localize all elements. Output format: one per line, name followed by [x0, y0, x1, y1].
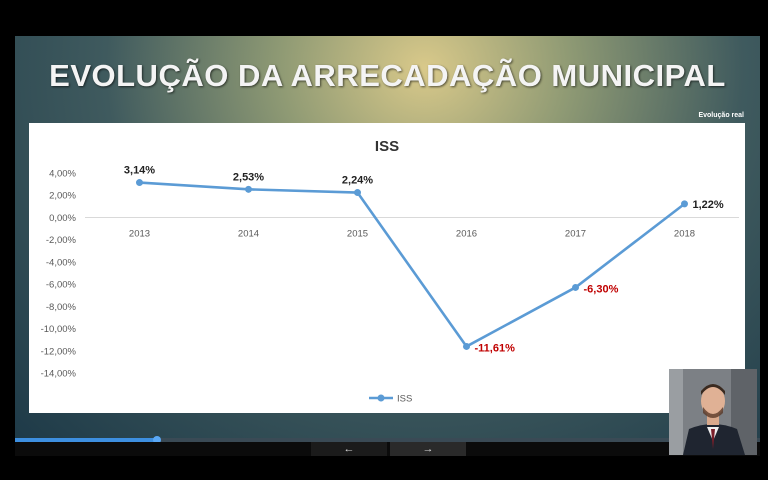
series-line-iss: [139, 181, 686, 348]
data-point: [463, 342, 470, 350]
data-point: [136, 179, 143, 187]
data-point: [572, 283, 579, 291]
next-slide-button[interactable]: →: [390, 442, 466, 456]
data-label: -6,30%: [584, 283, 619, 295]
data-label: 3,14%: [124, 165, 155, 177]
y-tick-label: -12,00%: [41, 346, 77, 357]
x-tick-label: 2018: [674, 228, 695, 239]
presenter-webcam: [669, 369, 757, 455]
x-tick-label: 2013: [129, 228, 150, 239]
data-point: [245, 185, 252, 193]
y-tick-label: 2,00%: [49, 191, 76, 202]
x-axis: 2013 2014 2015 2016 2017 2018: [129, 228, 695, 239]
slide-progress-handle[interactable]: [152, 436, 161, 444]
chart-legend: ISS: [369, 394, 412, 405]
corner-note: Evolução real: [698, 112, 744, 119]
y-tick-label: -4,00%: [46, 257, 77, 268]
y-tick-label: -2,00%: [46, 235, 77, 246]
y-tick-label: -8,00%: [46, 302, 77, 313]
x-tick-label: 2016: [456, 228, 477, 239]
presenter-video-image: [669, 369, 757, 455]
y-tick-label: -6,00%: [46, 280, 77, 291]
x-tick-label: 2014: [238, 228, 259, 239]
data-label: 2,53%: [233, 171, 264, 183]
series-group: 3,14% 2,53% 2,24% -11,61% -6,30% 1,22%: [124, 165, 724, 355]
data-label: -11,61%: [475, 342, 516, 354]
legend-point-marker: [377, 394, 385, 402]
chart-title: ISS: [375, 138, 399, 155]
arrow-left-icon: ←: [343, 443, 355, 455]
legend-label: ISS: [397, 394, 412, 405]
data-label: 2,24%: [342, 175, 373, 187]
slide-progress-bar[interactable]: [15, 436, 760, 444]
slide-title: EVOLUÇÃO DA ARRECADAÇÃO MUNICIPAL: [49, 58, 726, 93]
slide-progress-fill: [15, 438, 157, 442]
previous-slide-button[interactable]: ←: [311, 442, 387, 456]
y-tick-label: 0,00%: [49, 213, 76, 224]
y-tick-label: -10,00%: [41, 324, 77, 335]
y-tick-label: -14,00%: [41, 369, 77, 380]
data-point: [681, 200, 688, 208]
data-point: [354, 189, 361, 197]
x-tick-label: 2017: [565, 228, 586, 239]
chart-panel: ISS 4,00% 2,00% 0,00% -2,00% -4,00% -6,00% -8,…: [29, 123, 745, 413]
y-tick-label: 4,00%: [49, 169, 76, 180]
x-tick-label: 2015: [347, 228, 368, 239]
presentation-slide: EVOLUÇÃO DA ARRECADAÇÃO MUNICIPAL Evoluç…: [15, 36, 760, 441]
y-axis: 4,00% 2,00% 0,00% -2,00% -4,00% -6,00% -8,00% -…: [41, 169, 739, 380]
arrow-right-icon: →: [422, 443, 434, 455]
slide-navigation-bar: ← →: [15, 442, 760, 456]
data-label: 1,22%: [693, 199, 724, 211]
iss-line-chart: ISS 4,00% 2,00% 0,00% -2,00% -4,00% -6,00% -8,…: [41, 138, 739, 405]
